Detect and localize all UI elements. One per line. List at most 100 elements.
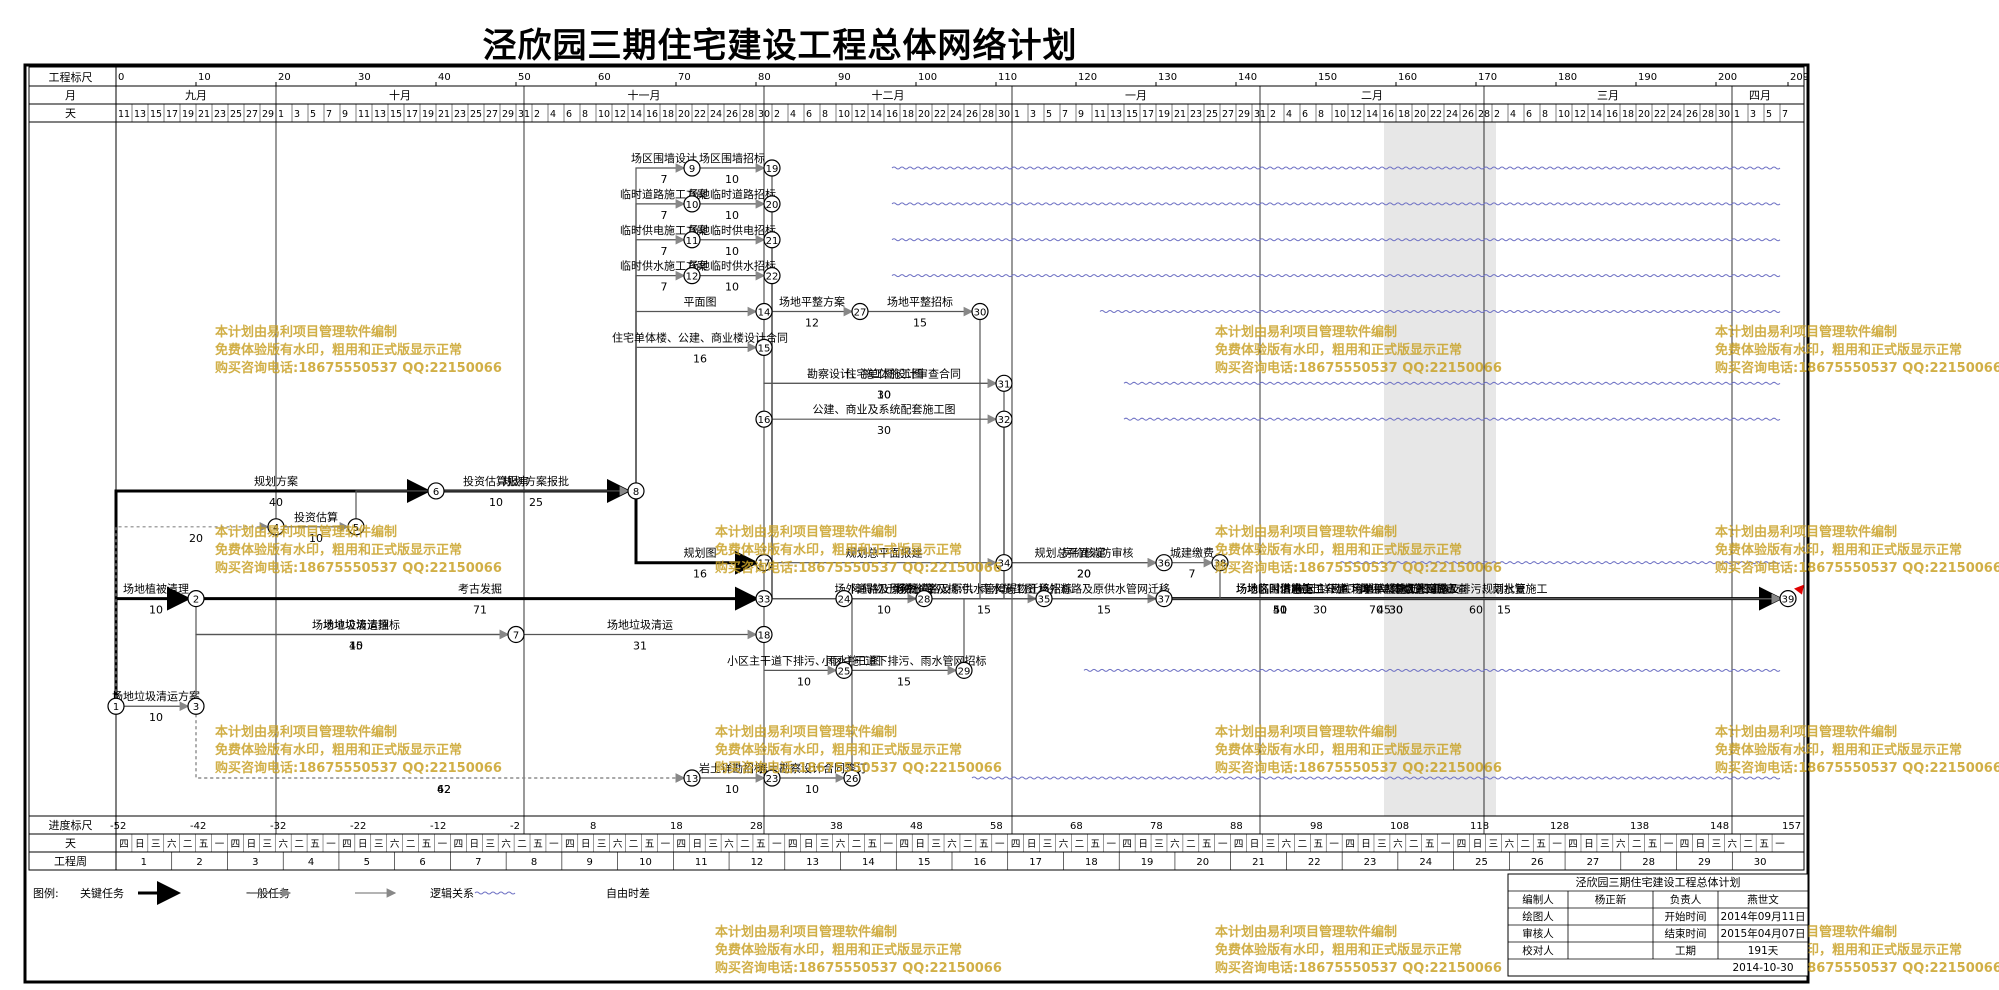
weekday-label: 三: [820, 839, 830, 850]
watermark-text: 购买咨询电话:18675550537 QQ:22150066: [215, 560, 502, 576]
day-label: 14: [1366, 109, 1378, 120]
activity-duration: 10: [797, 675, 811, 688]
day-label: 3: [1750, 109, 1756, 120]
day-label: 18: [1622, 109, 1634, 120]
scale-tick-label: 170: [1478, 72, 1497, 83]
watermark-text: 本计划由易利项目管理软件编制: [215, 324, 397, 340]
day-label: 30: [1718, 109, 1730, 120]
info-cell: 绘图人: [1522, 910, 1554, 923]
progress-tick-label: 118: [1470, 821, 1489, 832]
day-label: 2: [1270, 109, 1276, 120]
node-circle: [955, 661, 973, 679]
activity-name: 场外道路及排污、雨水施工图: [893, 582, 1036, 596]
activity-name: 住宅单体楼施工图审查: [1341, 582, 1451, 596]
activity-name: 规划图: [684, 546, 717, 560]
node-label: 23: [766, 774, 779, 785]
day-label: 7: [326, 109, 332, 120]
activity-name: 规划总平面报建: [846, 546, 923, 560]
day-label: 28: [1478, 109, 1490, 120]
day-label: 6: [806, 109, 812, 120]
activity-name: 公建、商业及系统配套施工图: [813, 402, 956, 416]
node-circle: [107, 697, 125, 715]
activity-duration: 42: [437, 783, 451, 796]
watermark-text: 免费体验版有水印，粗用和正式版显示正常: [1215, 342, 1462, 358]
progress-tick-label: -42: [190, 821, 206, 832]
activity-arrow: [635, 342, 758, 483]
weekday-label: 日: [247, 839, 257, 850]
weekday-label: 二: [1186, 839, 1196, 850]
weekday-label: 二: [1520, 839, 1530, 850]
watermark-text: 本计划由易利项目管理软件编制: [1715, 524, 1897, 540]
node-label: 17: [758, 559, 771, 570]
weekday-label: 三: [374, 839, 384, 850]
node-circle: [763, 231, 781, 249]
day-label: 23: [214, 109, 226, 120]
page-title: 泾欣园三期住宅建设工程总体网络计划: [482, 26, 1078, 66]
progress-tick-label: 88: [1230, 821, 1243, 832]
weekday-label: 四: [677, 839, 687, 850]
weekday-label: 二: [852, 839, 862, 850]
day-label: 1: [1734, 109, 1740, 120]
watermark-text: 本计划由易利项目管理软件编制: [215, 724, 397, 740]
activity-duration: 40: [349, 639, 363, 652]
activity-name: 勘察设计、施工图设计审查合同: [807, 366, 961, 380]
day-label: 14: [1590, 109, 1602, 120]
activity-name: 临时供电施工方案: [620, 223, 708, 237]
day-label: 12: [1350, 109, 1362, 120]
scale-tick-label: 70: [678, 72, 691, 83]
node-circle: [627, 482, 645, 500]
progress-tick-label: 108: [1390, 821, 1409, 832]
weekday-label: 日: [1250, 839, 1260, 850]
day-label: 30: [998, 109, 1010, 120]
progress-tick-label: 128: [1550, 821, 1569, 832]
watermark-text: 免费体验版有水印，粗用和正式版显示正常: [1715, 342, 1962, 358]
activity-duration: 10: [725, 245, 739, 258]
activity-duration: 10: [149, 604, 163, 617]
day-label: 17: [166, 109, 178, 120]
weekday-label: 六: [390, 838, 400, 850]
weekday-label: 三: [931, 839, 941, 850]
weekday-label: 六: [1616, 838, 1626, 850]
day-label: 2: [774, 109, 780, 120]
node-label: 8: [633, 487, 639, 498]
activity-name: 场地临时供水招标: [688, 259, 776, 273]
watermark-text: 免费体验版有水印，粗用和正式版显示正常: [1215, 942, 1462, 958]
weekday-label: 二: [406, 839, 416, 850]
day-label: 7: [1062, 109, 1068, 120]
activity-duration: 40: [269, 496, 283, 509]
node-circle: [995, 554, 1013, 572]
day-label: 14: [630, 109, 642, 120]
node-circle: [851, 302, 869, 321]
watermark-text: 免费体验版有水印，粗用和正式版显示正常: [1715, 542, 1962, 558]
node-circle: [971, 302, 989, 321]
scale-tick-label: 200: [1718, 72, 1737, 83]
activity-name: 场外道路及排污、雨水管施工: [1405, 582, 1548, 596]
weekday-label: 二: [1409, 839, 1419, 850]
weekday-label: 二: [740, 839, 750, 850]
watermark-text: 本计划由易利项目管理软件编制: [1215, 324, 1397, 340]
progress-tick-label: -22: [350, 821, 366, 832]
free-float-wave: [971, 776, 1781, 780]
day-label: 3: [1030, 109, 1036, 120]
day-label: 16: [886, 109, 898, 120]
node-circle: [267, 518, 285, 536]
day-label: 8: [582, 109, 588, 120]
progress-tick-label: -32: [270, 821, 286, 832]
day-label: 18: [902, 109, 914, 120]
day-label: 19: [422, 109, 434, 120]
weekday-label: 日: [1696, 839, 1706, 850]
activity-duration: 31: [633, 639, 647, 652]
weekday-label: 三: [1043, 839, 1053, 850]
progress-tick-label: 48: [910, 821, 923, 832]
day-label: 18: [662, 109, 674, 120]
day-label: 11: [118, 109, 130, 120]
day-label: 11: [1094, 109, 1106, 120]
day-label: 27: [1222, 109, 1234, 120]
watermark-text: 购买咨询电话:18675550537 QQ:22150066: [215, 360, 502, 376]
week-label: 1: [141, 857, 147, 868]
weekday-label: 六: [947, 838, 957, 850]
weekday-label: 五: [533, 839, 543, 850]
week-label: 28: [1642, 857, 1655, 868]
progress-row-label: 进度标尺: [49, 818, 93, 832]
activity-name: 岩土详勘招标: [699, 761, 765, 775]
